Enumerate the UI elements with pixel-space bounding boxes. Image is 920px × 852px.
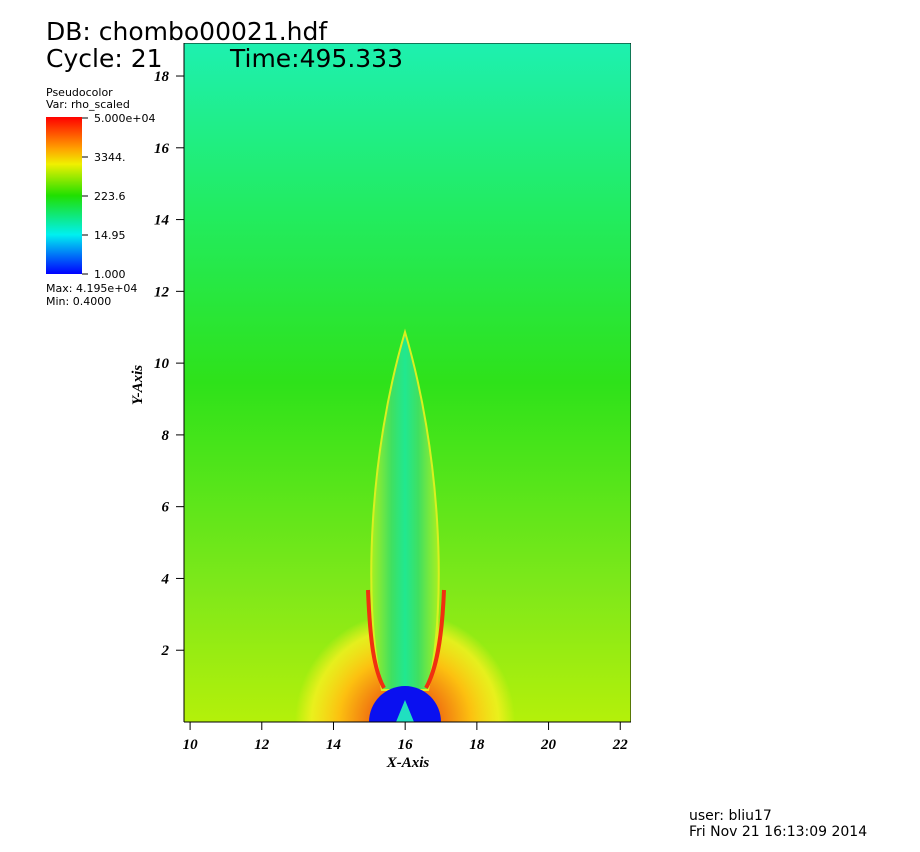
time: Time:495.333 xyxy=(229,44,403,73)
y-tick-label: 16 xyxy=(154,141,170,157)
color-bar xyxy=(46,117,82,274)
db-name: DB: chombo00021.hdf xyxy=(46,17,328,46)
date: Fri Nov 21 16:13:09 2014 xyxy=(689,824,867,840)
y-tick-label: 14 xyxy=(154,213,170,229)
color-bar-label: 5.000e+04 xyxy=(94,112,155,125)
y-tick-label: 18 xyxy=(154,69,170,85)
color-bar-label: 1.000 xyxy=(94,268,126,281)
color-bar-label: 3344. xyxy=(94,151,126,164)
y-tick-label: 4 xyxy=(161,571,170,587)
y-tick-label: 2 xyxy=(161,643,170,659)
color-bar-label: 14.95 xyxy=(94,229,126,242)
y-tick-label: 8 xyxy=(162,428,170,444)
pseudocolor-field xyxy=(184,43,631,722)
x-tick-label: 12 xyxy=(254,737,270,753)
y-axis-title: Y-Axis xyxy=(130,365,146,405)
axes xyxy=(183,43,631,723)
color-bar-label: 223.6 xyxy=(94,190,126,203)
y-tick-label: 12 xyxy=(154,284,170,300)
user: user: bliu17 xyxy=(689,808,772,824)
y-tick-label: 10 xyxy=(154,356,170,372)
y-tick-label: 6 xyxy=(162,500,170,516)
x-axis-title: X-Axis xyxy=(386,755,430,771)
x-tick-label: 20 xyxy=(540,737,557,753)
cycle: Cycle: 21 xyxy=(46,44,163,73)
x-tick-label: 14 xyxy=(326,737,342,753)
legend-min: Min: 0.4000 xyxy=(46,295,111,308)
legend-plot: Pseudocolor xyxy=(46,86,113,99)
x-tick-label: 10 xyxy=(183,737,199,753)
legend-var: Var: rho_scaled xyxy=(46,98,130,111)
legend-max: Max: 4.195e+04 xyxy=(46,282,137,295)
x-tick-label: 16 xyxy=(398,737,414,753)
x-tick-label: 22 xyxy=(612,737,629,753)
x-tick-label: 18 xyxy=(469,737,485,753)
